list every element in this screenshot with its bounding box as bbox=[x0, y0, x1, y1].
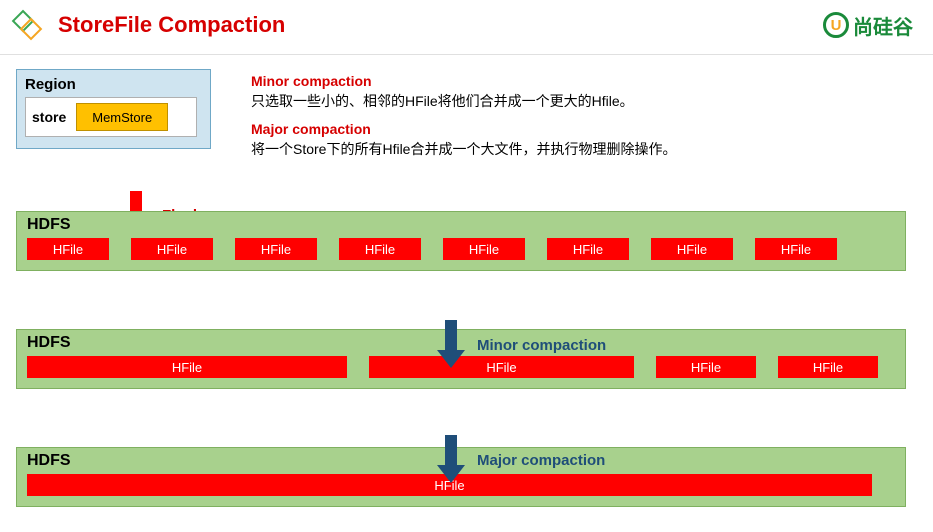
hdfs-label: HDFS bbox=[27, 216, 895, 234]
content: Region store MemStore Minor compaction 只… bbox=[0, 55, 933, 517]
memstore-box: MemStore bbox=[76, 103, 168, 131]
hfile-box: HFile bbox=[755, 238, 837, 260]
brand-icon: U bbox=[823, 12, 849, 38]
store-box: store MemStore bbox=[25, 97, 197, 137]
page-title: StoreFile Compaction bbox=[58, 12, 285, 38]
header: StoreFile Compaction U 尚硅谷 bbox=[0, 0, 933, 55]
minor-arrow: Minor compaction bbox=[433, 320, 606, 370]
hfile-box: HFile bbox=[27, 356, 347, 378]
header-left: StoreFile Compaction bbox=[10, 8, 285, 42]
major-arrow-label: Major compaction bbox=[477, 452, 605, 469]
hfile-box: HFile bbox=[443, 238, 525, 260]
minor-text: 只选取一些小的、相邻的HFile将他们合并成一个更大的Hfile。 bbox=[251, 91, 917, 111]
brand: U 尚硅谷 bbox=[823, 11, 913, 40]
brand-text: 尚硅谷 bbox=[853, 11, 913, 40]
hfile-box: HFile bbox=[131, 238, 213, 260]
hfile-box: HFile bbox=[235, 238, 317, 260]
hfile-row: HFile HFile HFile HFile HFile HFile HFile HFile bbox=[27, 238, 895, 260]
arrow-down-icon bbox=[433, 320, 469, 370]
hfile-box: HFile bbox=[778, 356, 878, 378]
region-label: Region bbox=[25, 76, 202, 93]
logo-icon bbox=[10, 8, 44, 42]
hfile-box: HFile bbox=[656, 356, 756, 378]
hfile-box: HFile bbox=[651, 238, 733, 260]
minor-arrow-label: Minor compaction bbox=[477, 337, 606, 354]
major-arrow: Major compaction bbox=[433, 435, 605, 485]
major-text: 将一个Store下的所有Hfile合并成一个大文件，并执行物理删除操作。 bbox=[251, 139, 917, 159]
hdfs-panel: HDFSHFileHFileHFileHFileHFileHFileHFileH… bbox=[16, 211, 906, 271]
major-title: Major compaction bbox=[251, 121, 917, 137]
store-label: store bbox=[32, 109, 66, 125]
arrow-down-icon bbox=[433, 435, 469, 485]
top-row: Region store MemStore Minor compaction 只… bbox=[16, 69, 917, 169]
hfile-box: HFile bbox=[27, 238, 109, 260]
hfile-box: HFile bbox=[547, 238, 629, 260]
minor-title: Minor compaction bbox=[251, 73, 917, 89]
description-block: Minor compaction 只选取一些小的、相邻的HFile将他们合并成一… bbox=[251, 69, 917, 169]
hfile-box: HFile bbox=[339, 238, 421, 260]
region-box: Region store MemStore bbox=[16, 69, 211, 149]
